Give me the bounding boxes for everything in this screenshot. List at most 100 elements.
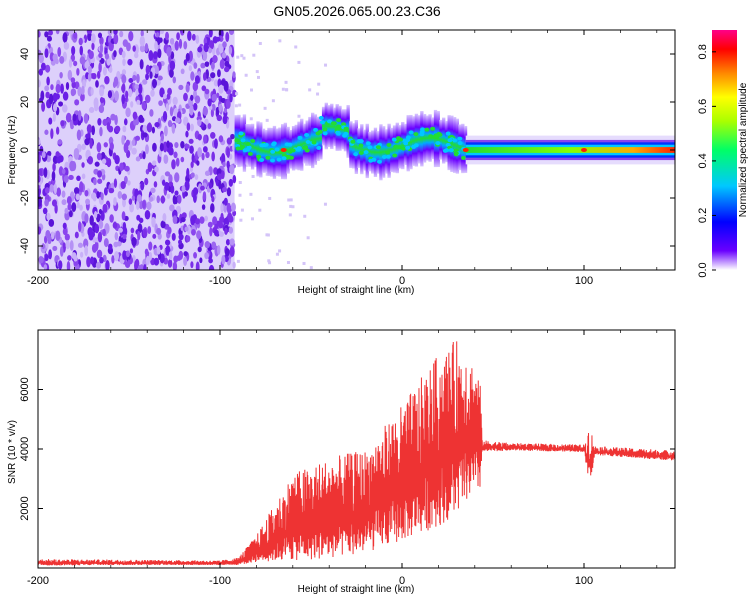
sparse-speck (271, 99, 275, 103)
snr-x-axis: -200 -100 0 100 (27, 330, 658, 587)
noise-speck (202, 106, 208, 116)
noise-speck (127, 180, 131, 186)
noise-speck (76, 68, 80, 76)
noise-speck (128, 77, 134, 84)
noise-speck (44, 64, 51, 73)
noise-speck (213, 79, 219, 87)
noise-speck (68, 30, 74, 35)
noise-speck (53, 103, 58, 112)
x-tick-label: 100 (575, 275, 593, 287)
noise-speck (38, 79, 41, 88)
noise-speck (215, 106, 220, 115)
ridge-blob (276, 157, 282, 162)
noise-speck (152, 233, 157, 239)
noise-speck (103, 142, 108, 148)
band-column (452, 117, 457, 173)
band-column (379, 124, 383, 181)
noise-speck (208, 47, 213, 54)
y-tick-label: 20 (19, 96, 31, 108)
noise-speck (114, 155, 120, 165)
noise-speck (52, 92, 58, 103)
noise-speck (193, 62, 198, 69)
noise-speck (139, 44, 145, 53)
sparse-speck (306, 236, 310, 240)
noise-speck (129, 203, 134, 213)
noise-speck (227, 212, 233, 223)
noise-speck (99, 86, 105, 97)
ridge-blob (286, 154, 292, 159)
noise-speck (71, 202, 77, 212)
band-column (422, 113, 427, 163)
noise-speck (199, 257, 203, 264)
x-tick-label: 0 (399, 575, 405, 587)
band-column (387, 123, 391, 178)
band-column (332, 107, 337, 147)
noise-speck (113, 50, 117, 58)
noise-speck (96, 70, 101, 79)
noise-speck (48, 218, 55, 227)
sparse-speck (291, 205, 295, 209)
noise-speck (185, 52, 190, 62)
ridge-blob (313, 127, 319, 132)
noise-speck (38, 168, 43, 177)
ridge-blob (405, 135, 411, 140)
noise-speck (194, 95, 201, 104)
noise-speck (99, 126, 103, 137)
noise-speck (166, 140, 170, 148)
noise-speck (94, 223, 100, 234)
noise-speck (149, 71, 153, 79)
noise-speck (90, 87, 94, 96)
band-column (425, 115, 429, 161)
noise-speck (70, 54, 76, 62)
noise-speck (41, 101, 46, 112)
noise-speck (174, 141, 179, 149)
noise-speck (164, 181, 170, 191)
ridge-blob (408, 130, 414, 135)
sparse-speck (281, 87, 285, 91)
noise-speck (140, 181, 145, 191)
colorbar-tick-label: 0.8 (697, 44, 709, 59)
noise-speck (211, 93, 217, 102)
noise-speck (219, 59, 225, 70)
noise-speck (178, 84, 184, 90)
ridge-blob (250, 139, 256, 144)
noise-speck (204, 170, 211, 177)
noise-speck (183, 251, 188, 257)
peak-marker (581, 148, 587, 152)
noise-speck (50, 128, 54, 140)
noise-speck (207, 123, 212, 130)
noise-speck (174, 172, 180, 183)
y-tick-label: 40 (19, 48, 31, 60)
x-tick-label: -100 (209, 275, 231, 287)
noise-speck (199, 216, 205, 224)
snr-x-label: Height of straight line (km) (298, 584, 415, 595)
sparse-speck (297, 60, 301, 64)
noise-speck (113, 30, 118, 35)
noise-speck (157, 75, 163, 81)
noise-speck (93, 178, 97, 186)
noise-speck (128, 88, 133, 98)
noise-speck (178, 239, 183, 245)
ridge-blob (350, 139, 356, 144)
noise-speck (208, 182, 213, 189)
noise-speck (218, 103, 223, 113)
band-column (302, 123, 307, 164)
ridge-blob (336, 124, 342, 129)
sparse-speck (244, 163, 248, 167)
noise-speck (104, 76, 110, 85)
noise-speck (190, 172, 195, 178)
noise-speck (84, 138, 90, 146)
sparse-speck (278, 39, 282, 43)
ridge-blob (235, 146, 241, 151)
ridge-blob (342, 133, 348, 138)
band-column (261, 128, 266, 173)
noise-speck (61, 199, 67, 206)
noise-speck (204, 61, 210, 67)
noise-speck (38, 68, 44, 76)
noise-speck (79, 56, 86, 65)
sparse-speck (263, 106, 267, 110)
noise-speck (41, 151, 46, 159)
noise-speck (38, 54, 44, 64)
noise-speck (73, 32, 78, 40)
noise-speck (152, 142, 157, 152)
